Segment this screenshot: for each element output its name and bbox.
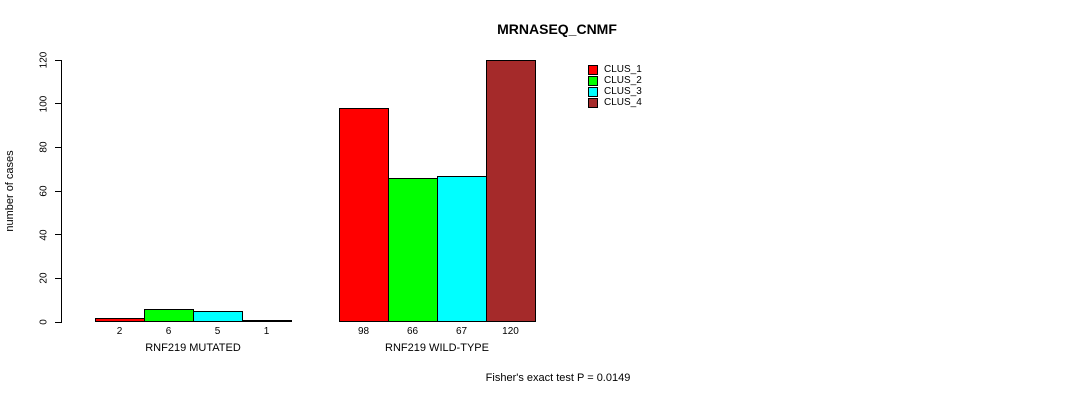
bar-value-label: 1 — [263, 326, 270, 337]
group-label: RNF219 WILD-TYPE — [385, 342, 489, 354]
bar-clus_4 — [486, 60, 536, 322]
bar-clus_1 — [339, 108, 389, 322]
legend-label: CLUS_2 — [604, 75, 642, 86]
y-axis-label: number of cases — [4, 150, 16, 232]
legend-item-clus_4: CLUS_4 — [588, 97, 642, 108]
bar-clus_4 — [242, 319, 292, 322]
bar-value-label: 66 — [406, 326, 419, 337]
legend-label: CLUS_4 — [604, 97, 642, 108]
y-tick-label: 120 — [38, 51, 50, 69]
y-tick-label: 100 — [38, 95, 50, 112]
legend-item-clus_2: CLUS_2 — [588, 75, 642, 86]
bar-value-label: 6 — [165, 326, 172, 337]
bar-value-label: 2 — [116, 326, 123, 337]
y-tick-label: 40 — [38, 229, 50, 241]
legend-item-clus_1: CLUS_1 — [588, 64, 642, 75]
legend-label: CLUS_3 — [604, 86, 642, 97]
y-tick-mark — [55, 190, 61, 192]
group-label: RNF219 MUTATED — [145, 342, 241, 354]
y-axis-line — [61, 60, 62, 323]
y-tick-mark — [55, 277, 61, 279]
y-tick-mark — [55, 321, 61, 323]
y-tick-label: 80 — [38, 141, 50, 153]
legend-swatch-icon — [588, 86, 598, 97]
bar-value-label: 67 — [455, 326, 468, 337]
legend-item-clus_3: CLUS_3 — [588, 86, 642, 97]
chart-title: MRNASEQ_CNMF — [497, 21, 617, 37]
bar-clus_2 — [388, 177, 438, 322]
y-tick-mark — [55, 234, 61, 236]
y-tick-label: 60 — [38, 185, 50, 197]
legend-swatch-icon — [588, 97, 598, 108]
y-tick-mark — [55, 103, 61, 105]
y-tick-label: 0 — [38, 319, 50, 325]
legend: CLUS_1 CLUS_2 CLUS_3 CLUS_4 — [588, 64, 642, 108]
bar-clus_3 — [193, 311, 243, 322]
bar-value-label: 5 — [214, 326, 221, 337]
bar-value-label: 98 — [357, 326, 370, 337]
legend-label: CLUS_1 — [604, 64, 642, 75]
legend-swatch-icon — [588, 75, 598, 86]
bar-clus_2 — [144, 308, 194, 322]
y-tick-mark — [55, 146, 61, 148]
y-tick-label: 20 — [38, 272, 50, 284]
bar-clus_1 — [95, 317, 145, 322]
fisher-test-annotation: Fisher's exact test P = 0.0149 — [485, 372, 631, 384]
y-tick-mark — [55, 59, 61, 61]
bar-clus_3 — [437, 175, 487, 322]
legend-swatch-icon — [588, 64, 598, 75]
bar-value-label: 120 — [502, 326, 519, 337]
